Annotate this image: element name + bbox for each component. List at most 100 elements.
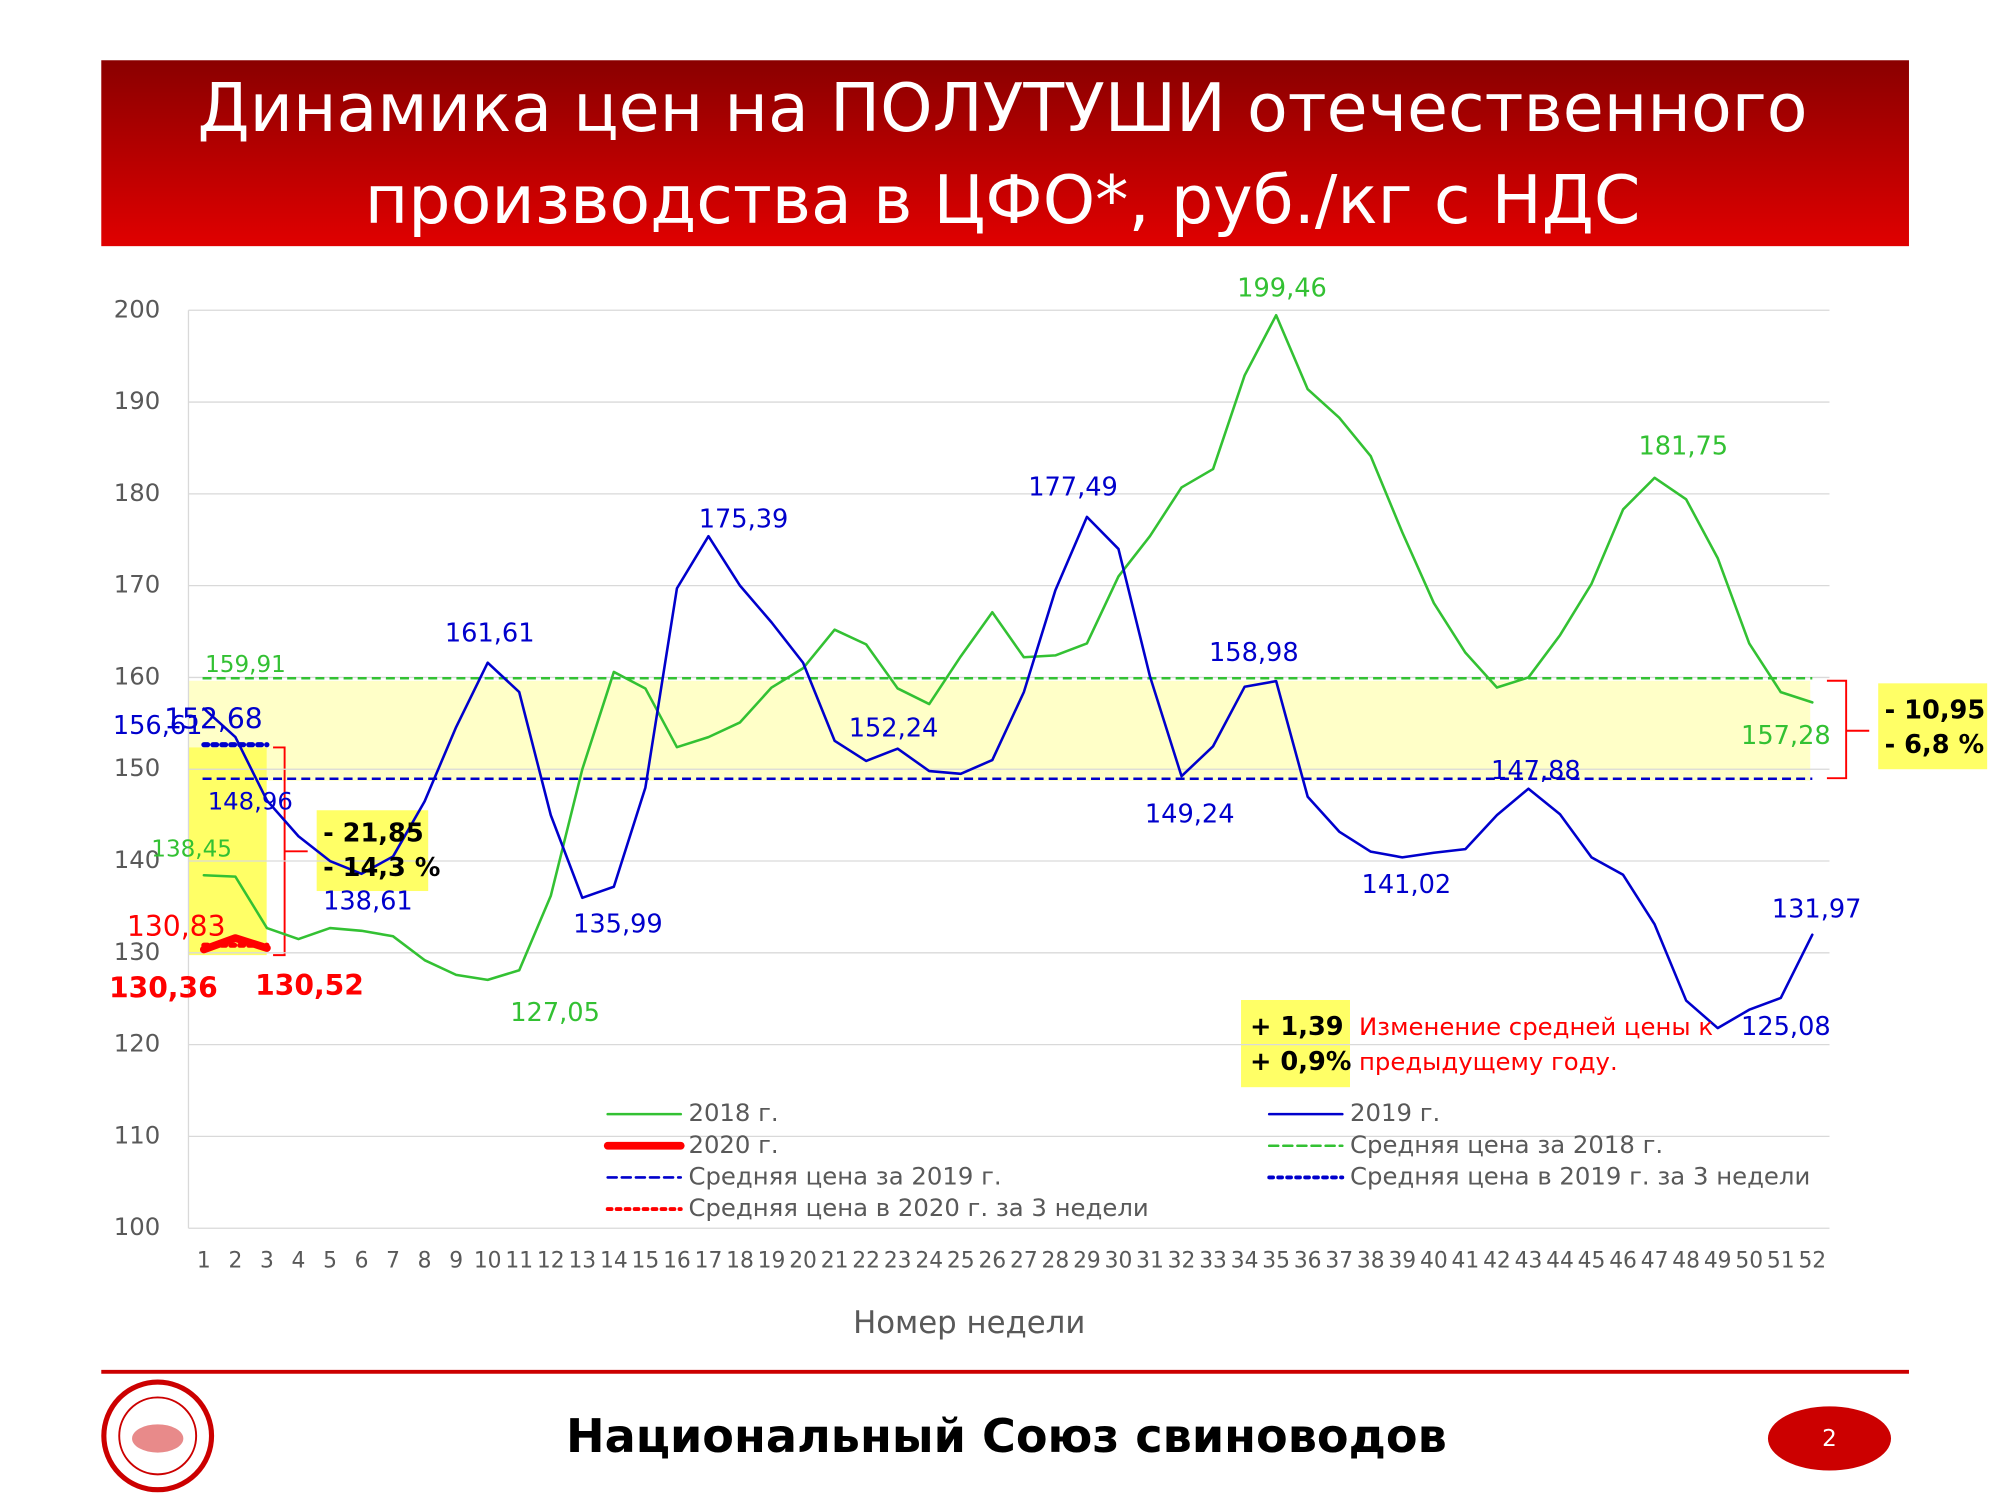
x-tick-label: 36 xyxy=(1294,1249,1322,1274)
data-label: 152,24 xyxy=(849,713,939,743)
annotation: + 1,39 xyxy=(1250,1012,1344,1042)
legend-label: 2019 г. xyxy=(1350,1098,1440,1127)
annotation-box xyxy=(1241,1000,1350,1088)
annotation-box xyxy=(316,810,429,892)
x-tick-label: 51 xyxy=(1767,1249,1795,1274)
data-label: 138,45 xyxy=(151,836,232,862)
x-tick-label: 15 xyxy=(632,1249,660,1274)
x-tick-label: 52 xyxy=(1798,1249,1826,1274)
legend-label: 2020 г. xyxy=(688,1130,778,1159)
x-tick-label: 49 xyxy=(1704,1249,1732,1274)
x-tick-label: 9 xyxy=(449,1249,463,1274)
legend-label: Средняя цена в 2020 г. за 3 недели xyxy=(688,1193,1148,1222)
y-tick-label: 200 xyxy=(114,294,160,323)
x-tick-label: 28 xyxy=(1042,1249,1070,1274)
x-tick-label: 23 xyxy=(884,1249,912,1274)
y-tick-label: 140 xyxy=(114,845,160,874)
x-tick-label: 26 xyxy=(978,1249,1006,1274)
logo xyxy=(101,1379,215,1493)
x-tick-label: 11 xyxy=(505,1249,533,1274)
data-label: 175,39 xyxy=(699,505,789,535)
note: предыдущему году. xyxy=(1359,1047,1618,1076)
reference-label: 152,68 xyxy=(164,703,263,736)
reference-label: 148,96 xyxy=(208,787,293,816)
x-tick-label: 14 xyxy=(600,1249,628,1274)
x-tick-label: 19 xyxy=(758,1249,786,1274)
y-tick-label: 110 xyxy=(114,1120,160,1149)
x-tick-label: 32 xyxy=(1168,1249,1196,1274)
x-tick-label: 31 xyxy=(1136,1249,1164,1274)
legend-label: Средняя цена в 2019 г. за 3 недели xyxy=(1350,1161,1810,1190)
annotation: - 6,8 % xyxy=(1885,730,1985,760)
x-tick-label: 30 xyxy=(1105,1249,1133,1274)
x-tick-label: 38 xyxy=(1357,1249,1385,1274)
x-tick-label: 27 xyxy=(1010,1249,1038,1274)
x-tick-label: 37 xyxy=(1325,1249,1353,1274)
bracket xyxy=(273,746,308,957)
annotation-box xyxy=(1878,683,1988,770)
bracket xyxy=(1826,679,1870,780)
x-axis-title: Номер недели xyxy=(853,1305,1085,1341)
x-tick-label: 47 xyxy=(1641,1249,1669,1274)
x-tick-label: 20 xyxy=(789,1249,817,1274)
data-label: 135,99 xyxy=(573,910,663,940)
x-tick-label: 40 xyxy=(1420,1249,1448,1274)
data-label: 125,08 xyxy=(1741,1012,1831,1042)
data-label: 157,28 xyxy=(1741,721,1831,751)
x-tick-label: 22 xyxy=(852,1249,880,1274)
annotation: - 14,3 % xyxy=(323,853,440,883)
y-tick-label: 120 xyxy=(114,1029,160,1058)
x-tick-label: 12 xyxy=(537,1249,565,1274)
series-line xyxy=(202,515,1814,1030)
x-tick-label: 50 xyxy=(1735,1249,1763,1274)
legend-label: Средняя цена за 2018 г. xyxy=(1350,1130,1663,1159)
data-label: 147,88 xyxy=(1491,756,1581,786)
logo-inner xyxy=(118,1396,198,1476)
reference-label: 130,83 xyxy=(127,910,226,943)
page-badge xyxy=(1767,1406,1892,1471)
x-tick-label: 34 xyxy=(1231,1249,1259,1274)
x-tick-label: 25 xyxy=(947,1249,975,1274)
x-tick-label: 44 xyxy=(1546,1249,1574,1274)
y-tick-label: 190 xyxy=(114,386,160,415)
data-label: 130,52 xyxy=(255,969,364,1002)
x-tick-label: 48 xyxy=(1672,1249,1700,1274)
legend-label: Средняя цена за 2019 г. xyxy=(688,1161,1001,1190)
series-line xyxy=(202,313,1814,982)
data-label: 131,97 xyxy=(1772,894,1862,924)
page-number: 2 xyxy=(1822,1426,1837,1452)
x-tick-label: 18 xyxy=(726,1249,754,1274)
x-tick-label: 13 xyxy=(568,1249,596,1274)
data-label: 177,49 xyxy=(1028,472,1118,502)
x-tick-label: 6 xyxy=(355,1249,369,1274)
x-tick-label: 17 xyxy=(695,1249,723,1274)
footer-title: Национальный Союз свиноводов xyxy=(566,1409,1447,1463)
data-label: 161,61 xyxy=(445,619,535,649)
x-tick-label: 3 xyxy=(260,1249,274,1274)
y-tick-label: 150 xyxy=(114,753,160,782)
y-tick-label: 160 xyxy=(114,661,160,690)
x-tick-label: 24 xyxy=(915,1249,943,1274)
data-label: 149,24 xyxy=(1145,799,1235,829)
x-tick-label: 16 xyxy=(663,1249,691,1274)
x-tick-label: 10 xyxy=(474,1249,502,1274)
data-label: 138,61 xyxy=(323,887,413,917)
data-label: 181,75 xyxy=(1638,431,1728,461)
data-label: 130,36 xyxy=(109,972,218,1005)
plot xyxy=(188,679,1988,1088)
annotation: - 21,85 xyxy=(323,819,424,849)
annotation: - 10,95 xyxy=(1885,696,1986,726)
x-tick-label: 39 xyxy=(1388,1249,1416,1274)
title-line: Динамика цен на ПОЛУТУШИ отечественного xyxy=(198,69,1808,147)
y-tick-label: 130 xyxy=(114,937,160,966)
y-tick-label: 100 xyxy=(114,1212,160,1241)
y-tick-label: 170 xyxy=(114,570,160,599)
x-tick-label: 35 xyxy=(1262,1249,1290,1274)
reference-label: 159,91 xyxy=(205,652,286,678)
x-tick-label: 5 xyxy=(323,1249,337,1274)
x-tick-label: 21 xyxy=(821,1249,849,1274)
highlight-band xyxy=(188,680,1811,781)
y-tick-label: 180 xyxy=(114,478,160,507)
x-tick-label: 41 xyxy=(1452,1249,1480,1274)
